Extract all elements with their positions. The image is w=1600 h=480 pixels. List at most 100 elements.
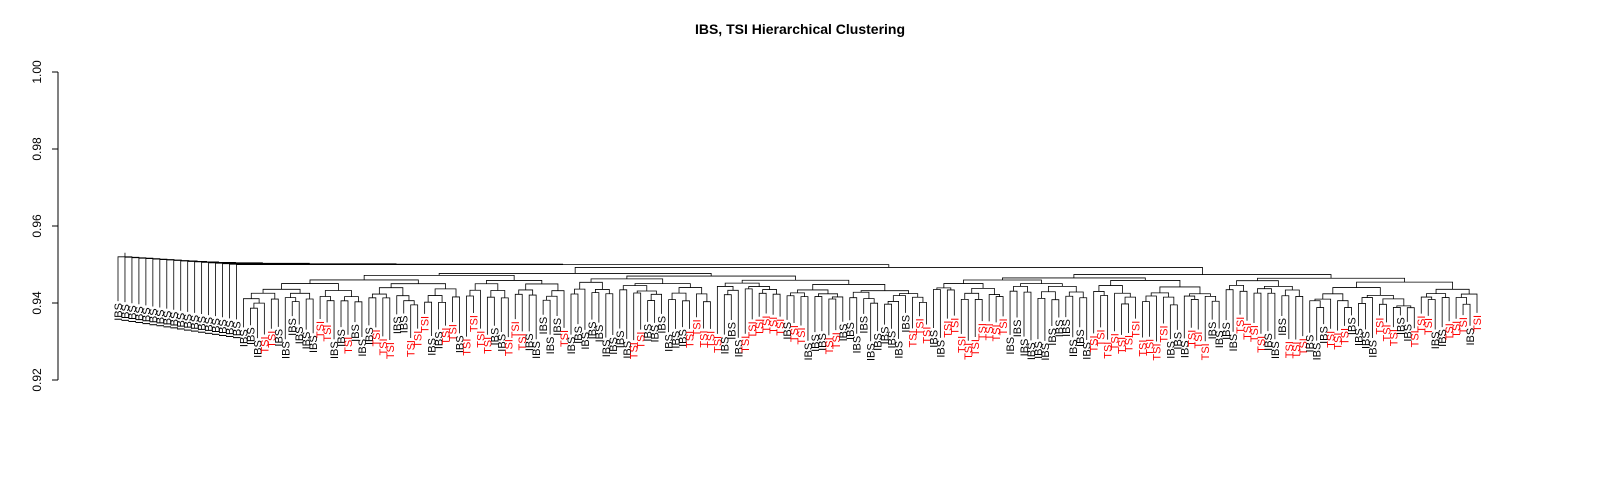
leaf-label: TSI	[378, 338, 390, 355]
leaf-label: TSI	[1089, 335, 1101, 352]
dendrogram-branch	[786, 295, 795, 324]
leaf-label: IBS	[580, 332, 592, 350]
dendrogram-branch	[1267, 292, 1276, 340]
dendrogram-branch	[579, 281, 603, 290]
leaf-label: IBS	[810, 334, 822, 352]
dendrogram-branch	[490, 290, 506, 298]
leaf-label: TSI	[1117, 337, 1129, 354]
leaf-label: TSI	[998, 318, 1010, 335]
leaf-label: IBS	[1305, 335, 1317, 353]
leaf-label: TSI	[266, 331, 278, 348]
dendrogram-branch	[340, 300, 349, 335]
dendrogram-branch	[682, 300, 690, 329]
leaf-label: IBS	[1270, 341, 1282, 359]
leaf-label: IBS	[678, 329, 690, 347]
dendrogram-branch	[863, 298, 875, 314]
leaf-label: IBS	[573, 326, 585, 344]
leaf-label: TSI	[343, 337, 355, 354]
dendrogram-branch	[194, 261, 219, 313]
dendrogram-branch	[1225, 289, 1234, 332]
dendrogram-branch	[1121, 303, 1129, 335]
leaf-label: IBS	[1061, 319, 1073, 337]
leaf-label: TSI	[371, 329, 383, 346]
y-tick-label: 1.00	[30, 60, 44, 84]
leaf-label: IBS	[1395, 317, 1407, 335]
leaf-label: IBS	[496, 334, 508, 352]
leaf-label: IBS	[148, 308, 160, 326]
leaf-label: IBS	[176, 313, 188, 331]
dendrogram-branch	[474, 283, 499, 291]
dendrogram-branch	[270, 298, 279, 329]
leaf-label: IBS	[1179, 340, 1191, 358]
dendrogram-branch	[884, 303, 892, 329]
dendrogram-branch	[1098, 285, 1123, 294]
leaf-label: IBS	[1367, 340, 1379, 358]
leaf-label: IBS	[664, 334, 676, 352]
leaf-label: IBS	[1214, 330, 1226, 348]
leaf-label: IBS	[1360, 331, 1372, 349]
dendrogram-branch	[849, 297, 858, 334]
leaf-label: IBS	[1054, 320, 1066, 338]
leaf-label: IBS	[357, 339, 369, 357]
leaf-label: IBS	[1465, 328, 1477, 346]
dendrogram-branch	[1356, 281, 1454, 290]
leaf-label: IBS	[1026, 342, 1038, 360]
leaf-label: IBS	[845, 322, 857, 340]
leaf-labels: IBSIBSIBSIBSIBSIBSIBSIBSIBSIBSIBSIBSIBSI…	[113, 303, 1484, 361]
dendrogram-branch	[1427, 299, 1436, 330]
dendrogram-branch	[201, 261, 236, 315]
leaf-label: IBS	[294, 326, 306, 344]
dendrogram-branch	[963, 279, 1042, 284]
leaf-label: TSI	[503, 339, 515, 356]
dendrogram-branch	[668, 299, 676, 333]
leaf-label: IBS	[336, 329, 348, 347]
leaf-label: TSI	[768, 317, 780, 334]
dendrogram-branch	[525, 283, 559, 291]
dendrogram-branch	[678, 287, 703, 294]
leaf-label: TSI	[1131, 321, 1143, 338]
leaf-label: TSI	[1340, 328, 1352, 345]
dendrogram-branch	[1093, 291, 1105, 334]
dendrogram-branch	[790, 292, 805, 297]
leaf-label: IBS	[817, 333, 829, 351]
dendrogram-branch	[671, 292, 687, 301]
dendrogram-branch	[1455, 297, 1467, 319]
dendrogram-branch	[378, 287, 404, 296]
leaf-label: IBS	[190, 315, 202, 333]
y-tick-label: 0.96	[30, 214, 44, 238]
leaf-label: IBS	[204, 317, 216, 335]
leaf-label: IBS	[894, 341, 906, 359]
dendrogram-branch	[1162, 296, 1175, 324]
leaf-label: IBS	[252, 340, 264, 358]
leaf-label: IBS	[901, 315, 913, 333]
leaf-label: TSI	[1333, 333, 1345, 350]
leaf-label: IBS	[622, 341, 634, 359]
leaf-label: IBS	[454, 335, 466, 353]
dendrogram-branch	[305, 298, 314, 334]
leaf-label: TSI	[907, 330, 919, 347]
leaf-label: TSI	[1409, 330, 1421, 347]
leaf-label: IBS	[782, 322, 794, 340]
dendrogram-branch	[382, 297, 391, 341]
leaf-label: IBS	[364, 327, 376, 345]
leaf-label: TSI	[468, 315, 480, 332]
leaf-label: IBS	[650, 325, 662, 343]
leaf-label: TSI	[1256, 336, 1268, 353]
leaf-label: TSI	[691, 319, 703, 336]
leaf-label: TSI	[1284, 341, 1296, 358]
dendrogram-branch	[1047, 286, 1077, 293]
leaf-label: TSI	[1416, 316, 1428, 333]
leaf-label: IBS	[719, 337, 731, 355]
leaf-label: IBS	[308, 335, 320, 353]
dendrogram-branch	[368, 297, 377, 328]
leaf-label: IBS	[399, 315, 411, 333]
leaf-label: TSI	[1444, 323, 1456, 340]
leaf-label: TSI	[956, 336, 968, 353]
dendrogram-branch	[1150, 292, 1170, 298]
leaf-label: IBS	[1207, 322, 1219, 340]
dendrogram-branch	[812, 284, 886, 291]
dendrogram-branch	[1239, 290, 1248, 321]
leaf-label: IBS	[1277, 318, 1289, 336]
leaf-label: IBS	[162, 311, 174, 329]
leaf-label: TSI	[942, 321, 954, 338]
